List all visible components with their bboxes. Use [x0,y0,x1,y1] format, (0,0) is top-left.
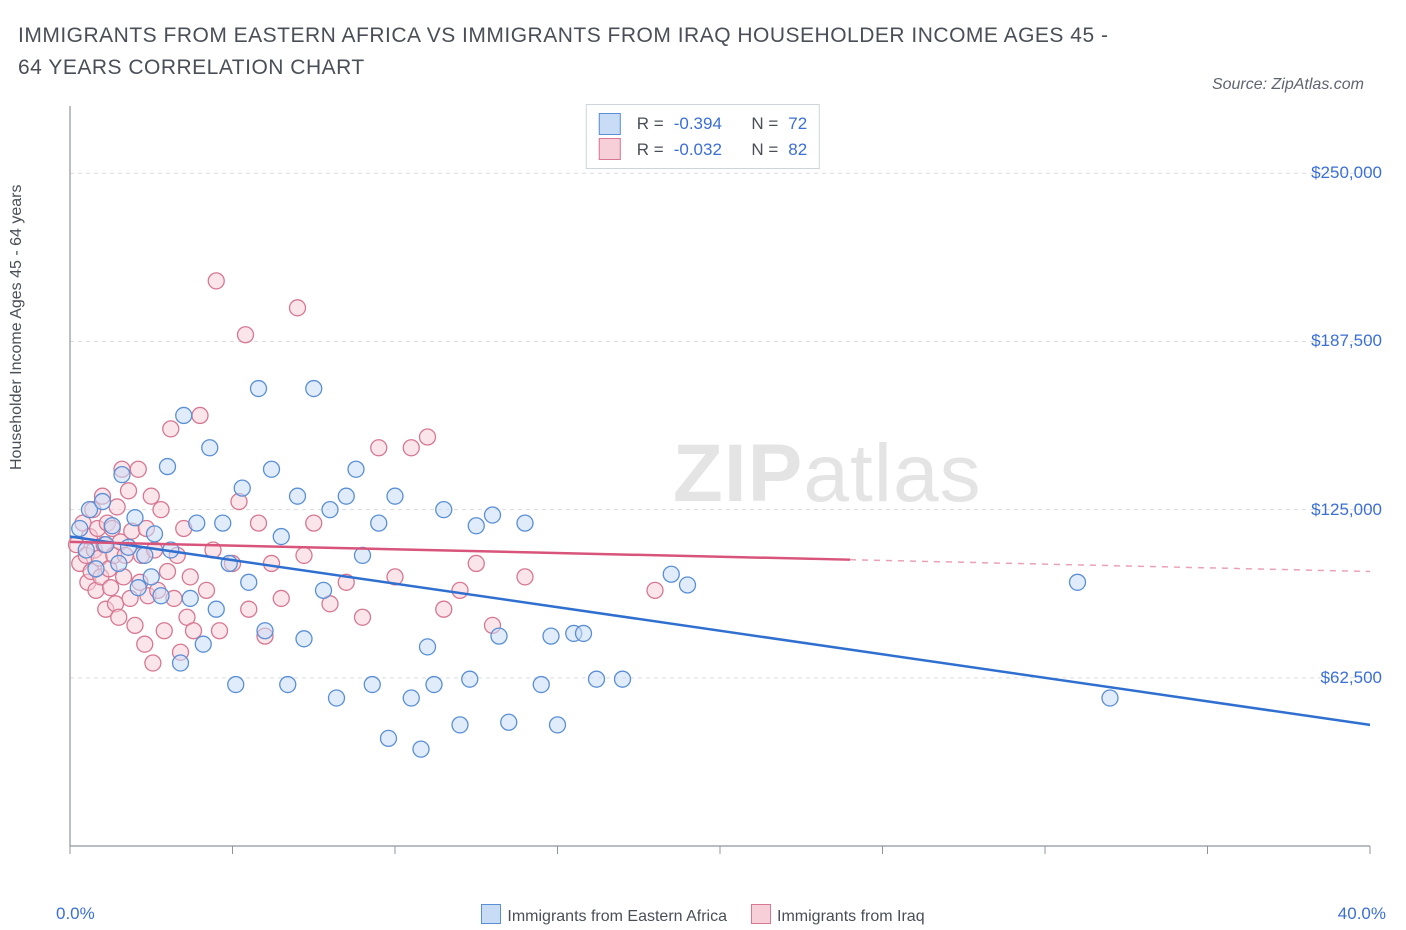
stat-r-label: R = [637,111,664,137]
swatch-icon [751,904,771,924]
y-tick-label: $187,500 [1311,331,1382,351]
stats-row-iraq: R = -0.032 N = 82 [599,137,807,163]
stat-n-value: 82 [788,137,807,163]
stat-r-label: R = [637,137,664,163]
y-tick-label: $125,000 [1311,500,1382,520]
stat-r-value: -0.032 [674,137,722,163]
series-iraq [69,273,664,671]
legend-item-eastern-africa: Immigrants from Eastern Africa [481,904,727,926]
legend-item-iraq: Immigrants from Iraq [751,904,925,926]
y-tick-label: $62,500 [1321,668,1382,688]
stat-n-value: 72 [788,111,807,137]
stat-n-label: N = [751,111,778,137]
stat-r-value: -0.394 [674,111,722,137]
y-axis-label: Householder Income Ages 45 - 64 years [8,185,26,471]
chart-title: IMMIGRANTS FROM EASTERN AFRICA VS IMMIGR… [18,20,1118,83]
stat-n-label: N = [751,137,778,163]
legend-label: Immigrants from Eastern Africa [507,908,727,925]
scatter-chart-svg [50,100,1390,880]
source-credit: Source: ZipAtlas.com [1212,76,1364,94]
chart-area: ZIPatlas $62,500$125,000$187,500$250,000 [50,100,1390,880]
stats-row-eastern-africa: R = -0.394 N = 72 [599,111,807,137]
swatch-icon [481,904,501,924]
y-tick-label: $250,000 [1311,163,1382,183]
series-eastern-africa [72,381,1118,758]
swatch-icon [599,138,621,160]
series-legend: Immigrants from Eastern Africa Immigrants… [0,904,1406,926]
swatch-icon [599,113,621,135]
legend-label: Immigrants from Iraq [777,908,925,925]
stats-legend-box: R = -0.394 N = 72R = -0.032 N = 82 [586,104,820,169]
